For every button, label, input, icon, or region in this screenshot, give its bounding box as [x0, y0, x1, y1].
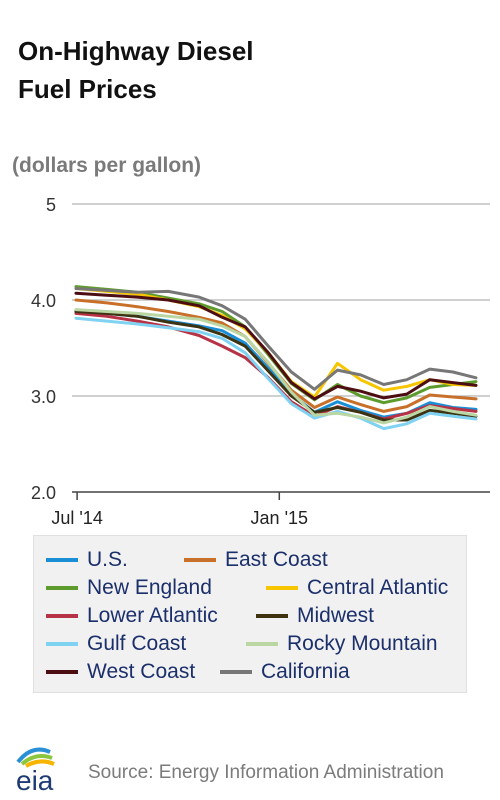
legend-swatch [266, 586, 298, 590]
legend-label: Central Atlantic [307, 576, 449, 599]
x-tick-label: Jan '15 [251, 508, 308, 525]
series-line-rocky-mountain [74, 308, 478, 425]
legend-swatch [220, 670, 252, 674]
legend-item-california: California [220, 660, 350, 684]
legend-item-rocky-mountain: Rocky Mountain [246, 632, 438, 656]
legend-swatch [46, 558, 78, 562]
legend-item-east-coast: East Coast [184, 548, 328, 572]
series-line-west-coast [74, 291, 478, 401]
x-tick-label: Jul '14 [51, 508, 102, 525]
legend: U.S. East Coast New England Central Atlanti… [33, 535, 467, 693]
legend-swatch [256, 614, 288, 618]
legend-item-west-coast: West Coast [46, 660, 195, 684]
legend-label: Rocky Mountain [287, 632, 438, 655]
legend-label: New England [87, 576, 212, 599]
y-axis-unit-label: (dollars per gallon) [12, 154, 202, 177]
series-line-gulf-coast [74, 316, 478, 431]
legend-label: West Coast [87, 660, 196, 683]
legend-label: California [261, 660, 350, 683]
y-tick-label: 4.0 [31, 291, 56, 311]
legend-item-u-s-: U.S. [46, 548, 128, 572]
y-tick-label: 3.0 [31, 387, 56, 407]
legend-swatch [46, 614, 78, 618]
legend-swatch [246, 642, 278, 646]
legend-label: Lower Atlantic [87, 604, 218, 627]
y-tick-label: 5 [46, 195, 56, 215]
legend-swatch [184, 558, 216, 562]
title-line-1: On-Highway Diesel [18, 36, 254, 66]
y-tick-label: 2.0 [31, 483, 56, 503]
legend-swatch [46, 642, 78, 646]
series-line-california [74, 287, 478, 391]
legend-item-new-england: New England [46, 576, 212, 600]
legend-label: East Coast [225, 548, 328, 571]
legend-swatch [46, 586, 78, 590]
chart-title: On-Highway Diesel Fuel Prices [18, 32, 358, 108]
legend-item-gulf-coast: Gulf Coast [46, 632, 186, 656]
legend-label: Gulf Coast [87, 632, 187, 655]
legend-item-lower-atlantic: Lower Atlantic [46, 604, 218, 628]
source-note: Source: Energy Information Administratio… [88, 762, 444, 783]
eia-logo: eia [16, 747, 55, 794]
legend-swatch [46, 670, 78, 674]
line-chart: 2.0 3.0 4.0 5 Jul '14 Jan '15 [31, 195, 490, 525]
legend-item-central-atlantic: Central Atlantic [266, 576, 448, 600]
title-line-2: Fuel Prices [18, 74, 157, 104]
legend-label: Midwest [297, 604, 375, 627]
legend-label: U.S. [87, 548, 128, 571]
series-line-midwest [74, 310, 478, 422]
legend-item-midwest: Midwest [256, 604, 374, 628]
svg-text:eia: eia [16, 765, 54, 794]
